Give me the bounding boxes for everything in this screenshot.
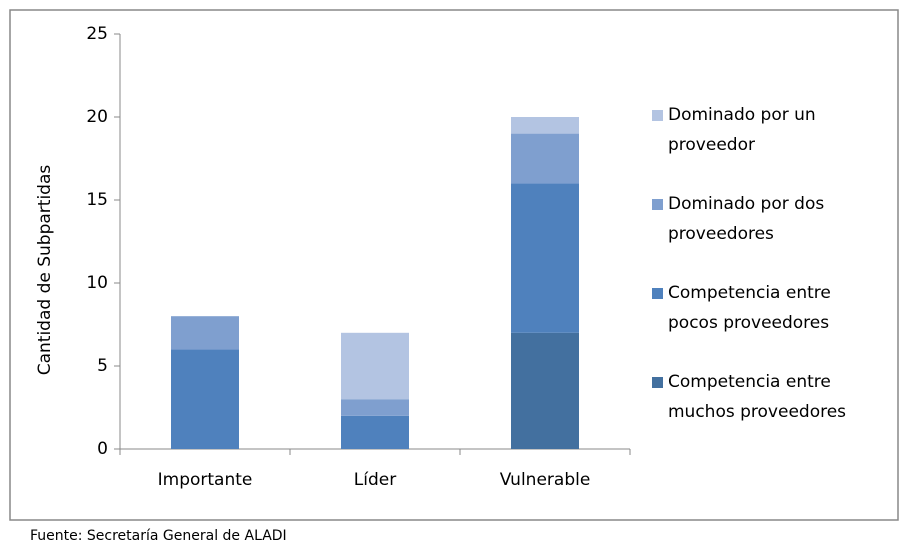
y-tick-label: 20	[86, 107, 108, 127]
legend-item: Competencia entre pocos proveedores	[652, 278, 882, 367]
bar-segment	[511, 332, 579, 449]
legend-item: Dominado por dos proveedores	[652, 189, 882, 278]
legend-item: Competencia entre muchos proveedores	[652, 367, 882, 456]
legend: Dominado por un proveedor Dominado por do…	[652, 100, 882, 456]
bar-segment	[341, 332, 409, 400]
y-tick-label: 0	[97, 439, 108, 459]
x-tick-label: Vulnerable	[500, 470, 591, 490]
legend-item: Dominado por un proveedor	[652, 100, 882, 189]
legend-label: Competencia entre pocos proveedores	[668, 283, 831, 333]
y-tick-label: 15	[86, 190, 108, 210]
source-note: Fuente: Secretaría General de ALADI	[30, 528, 287, 544]
bar-segment	[171, 349, 239, 449]
bar-segment	[511, 133, 579, 184]
bar-segment	[171, 316, 239, 350]
bar-segment	[341, 399, 409, 416]
legend-swatch	[652, 199, 663, 210]
legend-label: Competencia entre muchos proveedores	[668, 372, 847, 422]
x-tick-label: Importante	[158, 470, 253, 490]
x-tick-label: Líder	[354, 470, 396, 490]
legend-swatch	[652, 377, 663, 388]
legend-label: Dominado por un proveedor	[668, 105, 816, 155]
bar-segment	[341, 415, 409, 449]
legend-label: Dominado por dos proveedores	[668, 194, 825, 244]
legend-swatch	[652, 110, 663, 121]
bar-segment	[511, 117, 579, 134]
chart-frame	[9, 9, 899, 521]
y-axis-label: Cantidad de Subpartidas	[35, 165, 55, 376]
legend-swatch	[652, 288, 663, 299]
y-tick-label: 25	[86, 24, 108, 44]
y-tick-label: 10	[86, 273, 108, 293]
y-tick-label: 5	[97, 356, 108, 376]
bar-segment	[511, 183, 579, 333]
